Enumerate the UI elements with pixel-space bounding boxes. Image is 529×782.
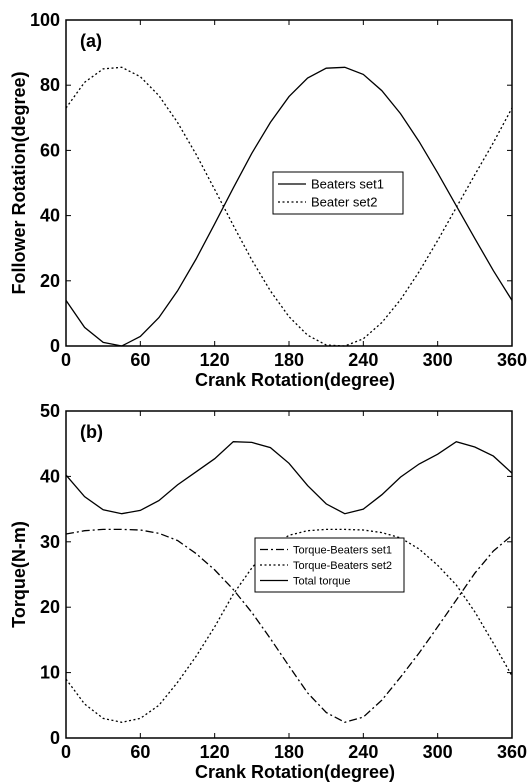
x-tick-label-b: 120 [200,742,230,762]
y-tick-label-a: 60 [40,140,60,160]
x-tick-label-a: 120 [200,350,230,370]
y-tick-label-a: 0 [50,336,60,356]
y-tick-label-a: 100 [30,10,60,30]
x-tick-label-b: 360 [497,742,527,762]
axis-ticks-a: 0 60 120 180 240 300 360 0 20 40 60 80 100 [30,10,527,370]
series-line-a-1 [65,66,513,347]
x-tick-label-a: 60 [130,350,150,370]
x-tick-label-b: 240 [348,742,378,762]
legend-label-b-1: Torque-Beaters set1 [293,544,392,556]
legend-box-a [272,171,404,215]
legend-label-b-3: Total torque [293,575,350,587]
y-tick-label-b: 10 [40,663,60,683]
legend-label-a-1: Beaters set1 [311,177,384,192]
x-tick-label-a: 0 [61,350,71,370]
y-axis-label-a: Follower Rotation(degree) [9,71,29,294]
x-tick-label-b: 180 [274,742,304,762]
y-tick-label-b: 20 [40,597,60,617]
x-tick-label-a: 300 [423,350,453,370]
x-tick-label-b: 0 [61,742,71,762]
legend-b: Torque-Beaters set1 Torque-Beaters set2 To… [254,537,405,593]
y-tick-label-a: 20 [40,271,60,291]
panel-label-a: (a) [80,31,102,51]
y-tick-label-b: 0 [50,728,60,748]
x-tick-label-a: 360 [497,350,527,370]
y-tick-label-b: 30 [40,532,60,552]
y-tick-label-b: 50 [40,401,60,421]
series-line-b-1 [65,528,513,723]
x-tick-label-a: 240 [348,350,378,370]
panel-label-b: (b) [80,422,103,442]
y-tick-label-b: 40 [40,466,60,486]
x-axis-label-a: Crank Rotation(degree) [195,370,395,390]
y-tick-label-a: 40 [40,206,60,226]
legend-label-a-2: Beater set2 [311,195,378,210]
chart-b: 0 60 120 180 240 300 360 0 10 20 30 40 50 (b) Crank … [9,401,527,782]
x-axis-label-b: Crank Rotation(degree) [195,762,395,782]
series-line-b-2 [65,528,513,723]
legend-label-b-2: Torque-Beaters set2 [293,560,392,572]
series-line-b-3 [65,440,513,515]
y-axis-label-b: Torque(N-m) [9,521,29,628]
series-group-a [65,66,513,347]
chart-a: 0 60 120 180 240 300 360 0 20 40 60 80 100 (a) Crank… [9,10,527,390]
y-tick-label-a: 80 [40,75,60,95]
x-tick-label-a: 180 [274,350,304,370]
axis-ticks-b: 0 60 120 180 240 300 360 0 10 20 30 40 50 [40,401,527,762]
x-tick-label-b: 60 [130,742,150,762]
x-tick-label-b: 300 [423,742,453,762]
series-group-b [65,440,513,723]
legend-a: Beaters set1 Beater set2 [272,171,404,215]
